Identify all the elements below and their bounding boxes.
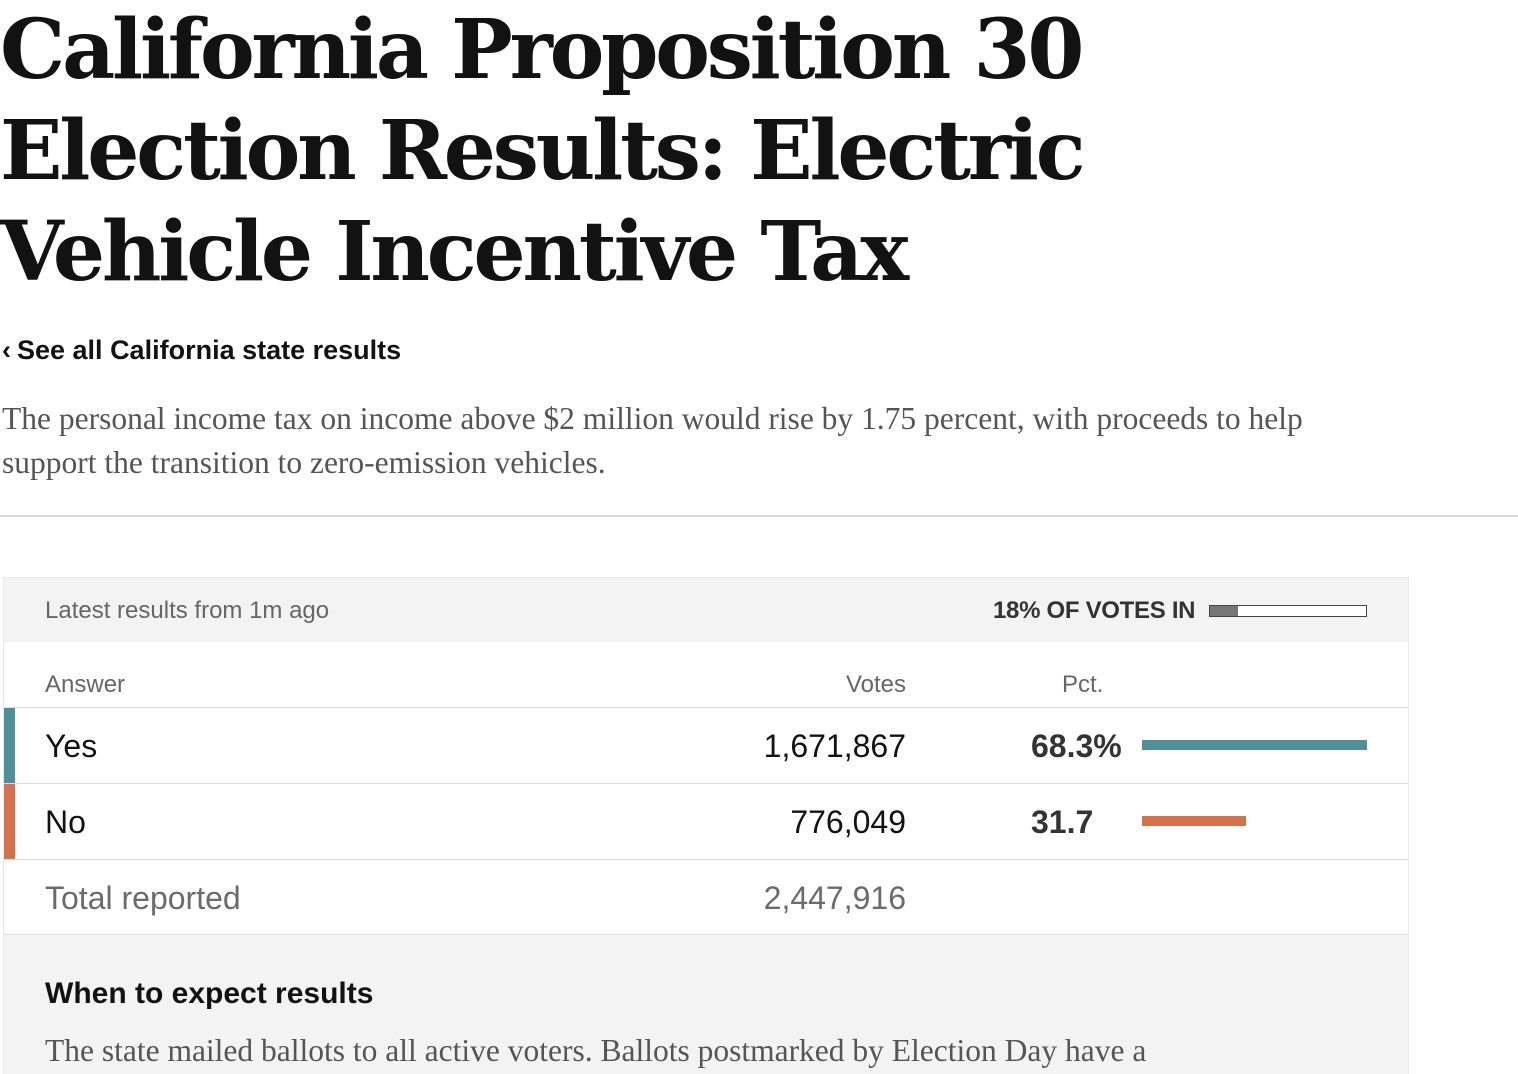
column-header-answer: Answer — [45, 670, 125, 700]
results-header: Latest results from 1m ago 18% OF VOTES … — [4, 578, 1408, 642]
table-row-total: Total reported 2,447,916 — [4, 859, 1408, 935]
results-card: Latest results from 1m ago 18% OF VOTES … — [3, 577, 1409, 1074]
chevron-left-icon: ‹ — [2, 335, 11, 365]
total-reported-label: Total reported — [45, 880, 241, 916]
when-to-expect-section: When to expect results The state mailed … — [45, 976, 1365, 1073]
when-to-expect-title: When to expect results — [45, 976, 1365, 1012]
back-link-label: See all California state results — [17, 335, 401, 365]
column-header-votes: Votes — [846, 670, 906, 700]
see-all-state-results-link[interactable]: ‹ See all California state results — [2, 333, 401, 367]
table-row-no: No 776,049 31.7 — [4, 783, 1408, 859]
page-description: The personal income tax on income above … — [2, 397, 1402, 485]
votes-in-label: 18% OF VOTES IN — [993, 596, 1195, 626]
votes-in-progress-bar — [1209, 605, 1367, 617]
pct-no: 31.7 — [1031, 804, 1093, 840]
results-table: Answer Votes Pct. Yes 1,671,867 68.3% No… — [4, 642, 1408, 935]
latest-results-timestamp: Latest results from 1m ago — [45, 596, 329, 626]
answer-yes: Yes — [45, 728, 97, 764]
pct-bar-no — [1142, 816, 1246, 826]
votes-in-progress-fill — [1210, 606, 1238, 616]
votes-no: 776,049 — [790, 804, 906, 840]
answer-no: No — [45, 804, 86, 840]
no-color-stripe — [4, 784, 15, 859]
when-to-expect-text: The state mailed ballots to all active v… — [45, 1029, 1365, 1073]
pct-yes: 68.3% — [1031, 728, 1122, 764]
column-header-pct: Pct. — [1062, 670, 1103, 700]
table-row-yes: Yes 1,671,867 68.3% — [4, 707, 1408, 783]
section-divider — [0, 515, 1518, 517]
total-reported-votes: 2,447,916 — [764, 880, 906, 916]
votes-yes: 1,671,867 — [764, 728, 906, 764]
pct-bar-yes — [1142, 740, 1367, 750]
yes-color-stripe — [4, 708, 15, 783]
page-title: California Proposition 30 Election Resul… — [0, 0, 1380, 303]
